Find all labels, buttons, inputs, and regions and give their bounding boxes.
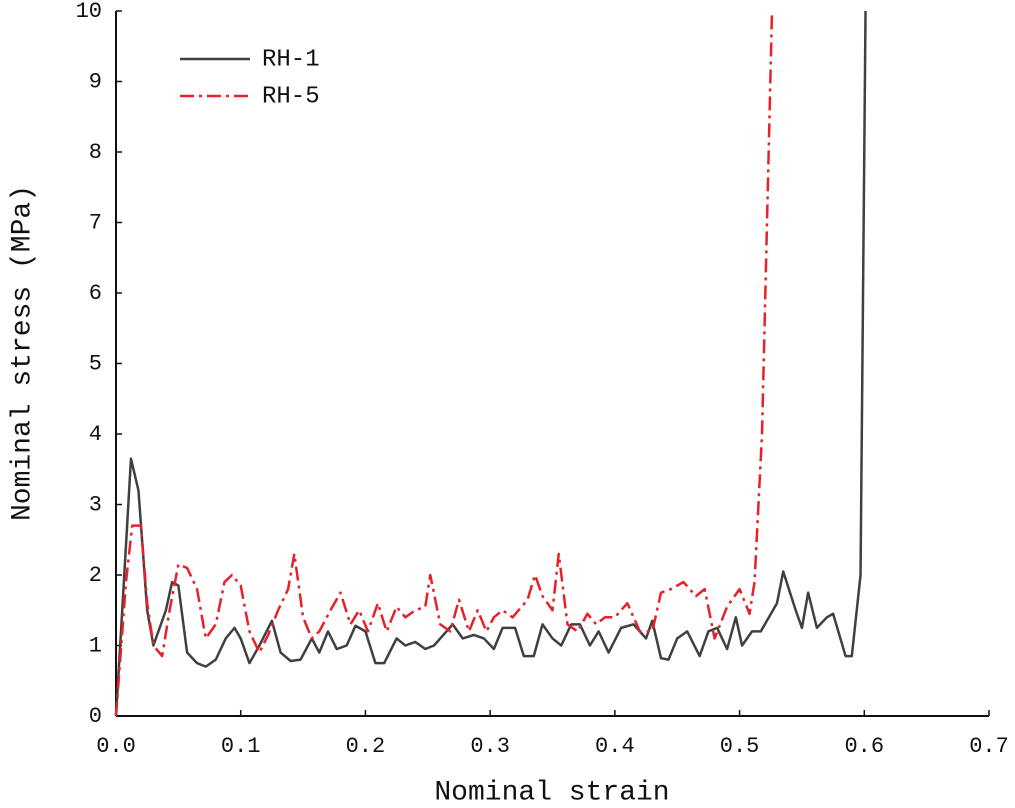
x-tick-label: 0.1	[221, 734, 261, 759]
data-line	[114, 10, 774, 717]
y-tick-label: 0	[89, 704, 102, 729]
x-tick-label: 0.6	[844, 734, 884, 759]
y-tick-label: 7	[89, 210, 102, 235]
y-tick-label: 1	[89, 633, 102, 658]
y-tick-label: 3	[89, 492, 102, 517]
y-tick-label: 8	[89, 140, 102, 165]
legend-label: RH-1	[262, 46, 320, 73]
y-axis-title: Nominal stress (MPa)	[7, 185, 38, 521]
y-tick-label: 4	[89, 422, 102, 447]
x-tick-label: 0.4	[595, 734, 635, 759]
data-line	[114, 10, 867, 717]
x-axis-title: Nominal strain	[434, 777, 669, 808]
y-tick-label: 5	[89, 351, 102, 376]
x-tick-label: 0.3	[470, 734, 510, 759]
x-tick-label: 0.0	[96, 734, 136, 759]
x-tick-label: 0.5	[720, 734, 760, 759]
legend-label: RH-5	[262, 83, 320, 110]
x-tick-label: 0.7	[969, 734, 1009, 759]
y-tick-label: 9	[89, 69, 102, 94]
y-tick-label: 6	[89, 281, 102, 306]
x-tick-label: 0.2	[346, 734, 386, 759]
y-tick-label: 2	[89, 563, 102, 588]
y-tick-label: 10	[76, 0, 102, 24]
